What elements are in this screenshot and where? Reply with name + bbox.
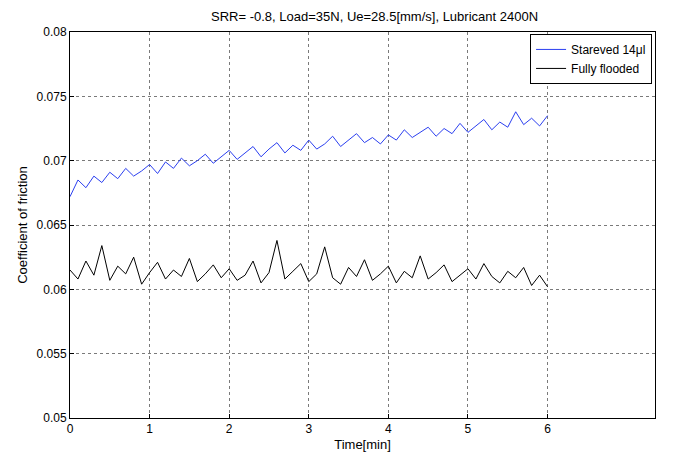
svg-text:SRR= -0.8, Load=35N, Ue=28.5[m: SRR= -0.8, Load=35N, Ue=28.5[mm/s], Lubr… bbox=[211, 9, 538, 24]
svg-text:5: 5 bbox=[465, 422, 472, 436]
svg-text:6: 6 bbox=[544, 422, 551, 436]
svg-text:1: 1 bbox=[146, 422, 153, 436]
svg-text:2: 2 bbox=[226, 422, 233, 436]
svg-text:0.075: 0.075 bbox=[37, 90, 67, 104]
svg-text:Time[min]: Time[min] bbox=[334, 437, 391, 452]
svg-text:0.07: 0.07 bbox=[43, 154, 67, 168]
svg-text:0.055: 0.055 bbox=[37, 347, 67, 361]
svg-text:4: 4 bbox=[385, 422, 392, 436]
svg-text:3: 3 bbox=[305, 422, 312, 436]
svg-text:0: 0 bbox=[67, 422, 74, 436]
svg-text:Coefficient of friction: Coefficient of friction bbox=[15, 166, 30, 284]
svg-text:Stareved 14μl: Stareved 14μl bbox=[571, 43, 645, 57]
svg-text:0.08: 0.08 bbox=[43, 25, 67, 39]
svg-text:0.065: 0.065 bbox=[37, 218, 67, 232]
svg-text:0.05: 0.05 bbox=[43, 411, 67, 425]
svg-text:0.06: 0.06 bbox=[43, 283, 67, 297]
svg-text:Fully flooded: Fully flooded bbox=[571, 62, 639, 76]
